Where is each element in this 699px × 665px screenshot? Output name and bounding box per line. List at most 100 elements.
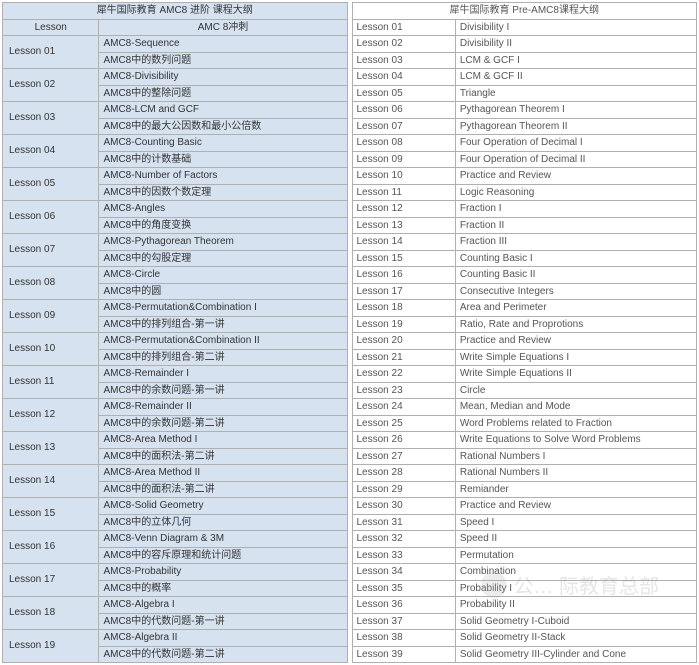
topic-en: AMC8-Sequence	[99, 36, 347, 53]
pre-lesson-cell: Lesson 05	[352, 85, 455, 102]
pre-topic-cell: Divisibility I	[455, 19, 696, 36]
left-table-container: 犀牛国际教育 AMC8 进阶 课程大纲LessonAMC 8冲刺Lesson 0…	[2, 2, 348, 663]
left-title: 犀牛国际教育 AMC8 进阶 课程大纲	[3, 3, 348, 20]
pre-topic-cell: Write Equations to Solve Word Problems	[455, 432, 696, 449]
pre-topic-cell: Combination	[455, 564, 696, 581]
pre-topic-cell: Probability I	[455, 580, 696, 597]
pre-lesson-cell: Lesson 20	[352, 333, 455, 350]
topic-en: AMC8-Circle	[99, 267, 347, 284]
pre-topic-cell: Write Simple Equations I	[455, 349, 696, 366]
topic-cn: AMC8中的排列组合-第二讲	[99, 349, 347, 366]
pre-lesson-cell: Lesson 28	[352, 465, 455, 482]
left-header-topic: AMC 8冲刺	[99, 19, 347, 36]
topic-cn: AMC8中的排列组合-第一讲	[99, 316, 347, 333]
topic-cn: AMC8中的代数问题-第二讲	[99, 646, 347, 663]
pre-topic-cell: Probability II	[455, 597, 696, 614]
topic-cn: AMC8中的面积法-第二讲	[99, 448, 347, 465]
topic-en: AMC8-Remainder I	[99, 366, 347, 383]
lesson-cell: Lesson 14	[3, 465, 99, 498]
pre-topic-cell: Counting Basic I	[455, 250, 696, 267]
topic-cn: AMC8中的余数问题-第二讲	[99, 415, 347, 432]
pre-lesson-cell: Lesson 08	[352, 135, 455, 152]
pre-lesson-cell: Lesson 27	[352, 448, 455, 465]
pre-lesson-cell: Lesson 38	[352, 630, 455, 647]
pre-lesson-cell: Lesson 10	[352, 168, 455, 185]
pre-topic-cell: Pythagorean Theorem I	[455, 102, 696, 119]
pre-topic-cell: Logic Reasoning	[455, 184, 696, 201]
topic-en: AMC8-Algebra II	[99, 630, 347, 647]
lesson-cell: Lesson 12	[3, 399, 99, 432]
pre-topic-cell: Rational Numbers I	[455, 448, 696, 465]
pre-lesson-cell: Lesson 36	[352, 597, 455, 614]
topic-cn: AMC8中的概率	[99, 580, 347, 597]
left-header-lesson: Lesson	[3, 19, 99, 36]
lesson-cell: Lesson 18	[3, 597, 99, 630]
topic-en: AMC8-Probability	[99, 564, 347, 581]
topic-en: AMC8-Angles	[99, 201, 347, 218]
pre-lesson-cell: Lesson 30	[352, 498, 455, 515]
pre-topic-cell: Speed II	[455, 531, 696, 548]
lesson-cell: Lesson 13	[3, 432, 99, 465]
topic-cn: AMC8中的勾股定理	[99, 250, 347, 267]
pre-topic-cell: LCM & GCF II	[455, 69, 696, 86]
pre-lesson-cell: Lesson 15	[352, 250, 455, 267]
pre-lesson-cell: Lesson 25	[352, 415, 455, 432]
topic-cn: AMC8中的代数问题-第一讲	[99, 613, 347, 630]
pre-topic-cell: Triangle	[455, 85, 696, 102]
pre-lesson-cell: Lesson 09	[352, 151, 455, 168]
pre-lesson-cell: Lesson 11	[352, 184, 455, 201]
pre-lesson-cell: Lesson 03	[352, 52, 455, 69]
lesson-cell: Lesson 19	[3, 630, 99, 663]
pre-topic-cell: Four Operation of Decimal II	[455, 151, 696, 168]
pre-topic-cell: Fraction III	[455, 234, 696, 251]
topic-en: AMC8-Area Method I	[99, 432, 347, 449]
pre-lesson-cell: Lesson 37	[352, 613, 455, 630]
lesson-cell: Lesson 01	[3, 36, 99, 69]
pre-topic-cell: Remiander	[455, 481, 696, 498]
lesson-cell: Lesson 11	[3, 366, 99, 399]
topic-en: AMC8-Permutation&Combination I	[99, 300, 347, 317]
pre-lesson-cell: Lesson 35	[352, 580, 455, 597]
lesson-cell: Lesson 03	[3, 102, 99, 135]
pre-topic-cell: Circle	[455, 382, 696, 399]
lesson-cell: Lesson 08	[3, 267, 99, 300]
pre-topic-cell: LCM & GCF I	[455, 52, 696, 69]
pre-topic-cell: Mean, Median and Mode	[455, 399, 696, 416]
lesson-cell: Lesson 10	[3, 333, 99, 366]
pre-lesson-cell: Lesson 26	[352, 432, 455, 449]
lesson-cell: Lesson 02	[3, 69, 99, 102]
pre-topic-cell: Fraction I	[455, 201, 696, 218]
topic-cn: AMC8中的容斥原理和统计问题	[99, 547, 347, 564]
pre-lesson-cell: Lesson 12	[352, 201, 455, 218]
pre-lesson-cell: Lesson 29	[352, 481, 455, 498]
pre-topic-cell: Solid Geometry III-Cylinder and Cone	[455, 646, 696, 663]
pre-lesson-cell: Lesson 39	[352, 646, 455, 663]
pre-lesson-cell: Lesson 23	[352, 382, 455, 399]
pre-topic-cell: Solid Geometry I-Cuboid	[455, 613, 696, 630]
pre-lesson-cell: Lesson 21	[352, 349, 455, 366]
lesson-cell: Lesson 07	[3, 234, 99, 267]
topic-en: AMC8-Solid Geometry	[99, 498, 347, 515]
pre-topic-cell: Permutation	[455, 547, 696, 564]
pre-lesson-cell: Lesson 34	[352, 564, 455, 581]
topic-en: AMC8-Remainder II	[99, 399, 347, 416]
pre-lesson-cell: Lesson 24	[352, 399, 455, 416]
lesson-cell: Lesson 04	[3, 135, 99, 168]
pre-topic-cell: Consecutive Integers	[455, 283, 696, 300]
amc8-advanced-table: 犀牛国际教育 AMC8 进阶 课程大纲LessonAMC 8冲刺Lesson 0…	[2, 2, 348, 663]
right-title: 犀牛国际教育 Pre-AMC8课程大纲	[352, 3, 697, 20]
pre-topic-cell: Speed I	[455, 514, 696, 531]
pre-lesson-cell: Lesson 32	[352, 531, 455, 548]
topic-cn: AMC8中的余数问题-第一讲	[99, 382, 347, 399]
pre-topic-cell: Divisibility II	[455, 36, 696, 53]
topic-cn: AMC8中的计数基础	[99, 151, 347, 168]
topic-en: AMC8-Venn Diagram & 3M	[99, 531, 347, 548]
right-table-container: 犀牛国际教育 Pre-AMC8课程大纲Lesson 01Divisibility…	[352, 2, 698, 663]
lesson-cell: Lesson 06	[3, 201, 99, 234]
topic-en: AMC8-Algebra I	[99, 597, 347, 614]
pre-lesson-cell: Lesson 01	[352, 19, 455, 36]
pre-lesson-cell: Lesson 16	[352, 267, 455, 284]
pre-amc8-table: 犀牛国际教育 Pre-AMC8课程大纲Lesson 01Divisibility…	[352, 2, 698, 663]
pre-topic-cell: Rational Numbers II	[455, 465, 696, 482]
pre-topic-cell: Word Problems related to Fraction	[455, 415, 696, 432]
